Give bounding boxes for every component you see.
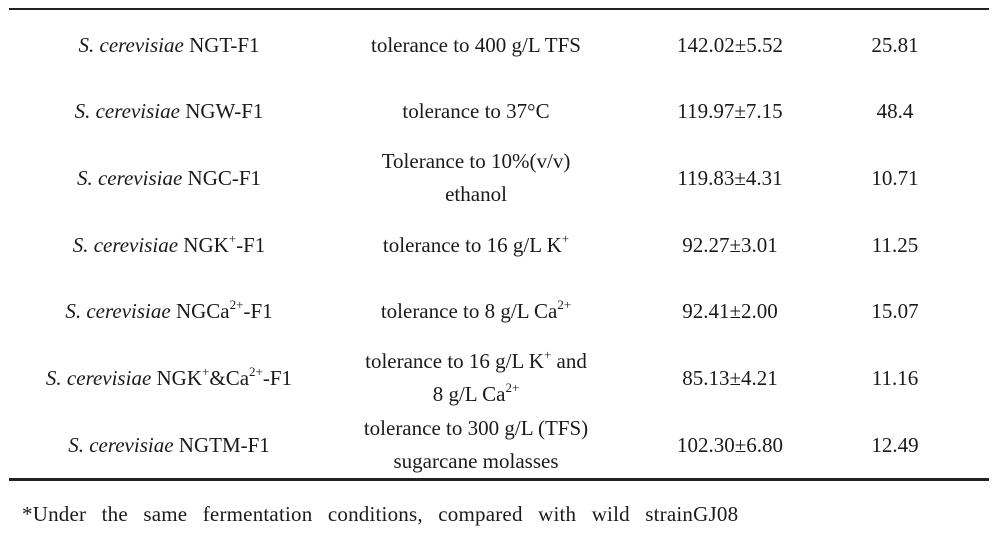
condition-text: tolerance to 8 g/L Ca	[380, 298, 558, 323]
table-row: S. cerevisiae NGW-F1 tolerance to 37°C 1…	[0, 78, 999, 144]
increase-cell: 10.71	[871, 165, 919, 190]
strain-superscript: 2+	[229, 296, 244, 312]
strain-cell: S. cerevisiae NGCa2+-F1	[10, 278, 328, 344]
condition-text: tolerance to 16 g/L K	[365, 349, 544, 373]
strain-middle: &Ca	[209, 365, 250, 390]
condition-cell: tolerance to 300 g/L (TFS) sugarcane mol…	[330, 412, 622, 478]
condition-cell: Tolerance to 10%(v/v) ethanol	[330, 144, 622, 212]
increase-cell: 12.49	[871, 432, 919, 457]
condition-text: tolerance to 400 g/L TFS	[371, 32, 581, 57]
table-top-rule	[9, 8, 989, 10]
strain-cell: S. cerevisiae NGT-F1	[10, 12, 328, 78]
strain-cell: S. cerevisiae NGW-F1	[10, 78, 328, 144]
table-row: S. cerevisiae NGCa2+-F1 tolerance to 8 g…	[0, 278, 999, 344]
strain-cell: S. cerevisiae NGTM-F1	[10, 412, 328, 478]
condition-text-line2: ethanol	[445, 182, 507, 206]
species-name: S. cerevisiae	[45, 365, 152, 390]
yield-cell: 119.83±4.31	[677, 165, 783, 190]
increase-cell: 25.81	[871, 32, 919, 57]
condition-cell: tolerance to 400 g/L TFS	[330, 12, 622, 78]
condition-superscript: 2+	[557, 296, 572, 312]
strain-suffix: -F1	[236, 232, 266, 257]
table-row: S. cerevisiae NGC-F1 Tolerance to 10%(v/…	[0, 144, 999, 212]
table-footnote: *Under the same fermentation conditions,…	[22, 502, 739, 526]
strain-suffix: -F1	[243, 298, 273, 323]
strain-cell: S. cerevisiae NGK+&Ca2+-F1	[10, 344, 328, 412]
increase-cell: 11.25	[871, 232, 919, 257]
species-name: S. cerevisiae	[78, 32, 184, 57]
strain-code: NGCa	[175, 298, 230, 323]
strain-code: NGTM-F1	[178, 432, 270, 457]
condition-cell: tolerance to 16 g/L K+ and 8 g/L Ca2+	[330, 344, 622, 412]
strain-code: NGW-F1	[185, 98, 264, 123]
condition-text-line2: 8 g/L Ca	[432, 382, 506, 406]
strain-cell: S. cerevisiae NGC-F1	[10, 144, 328, 212]
condition-text: tolerance to 37°C	[402, 98, 550, 123]
table-row: S. cerevisiae NGK+&Ca2+-F1 tolerance to …	[0, 344, 999, 412]
condition-cell: tolerance to 8 g/L Ca2+	[330, 278, 622, 344]
table-row: S. cerevisiae NGT-F1 tolerance to 400 g/…	[0, 12, 999, 78]
increase-cell: 11.16	[871, 365, 919, 390]
yield-cell: 92.27±3.01	[682, 232, 778, 257]
table-row: S. cerevisiae NGTM-F1 tolerance to 300 g…	[0, 412, 999, 478]
strain-suffix: -F1	[262, 365, 293, 390]
strain-code: NGC-F1	[187, 165, 262, 190]
condition-text: tolerance to 16 g/L K	[382, 232, 562, 257]
condition-superscript: +	[561, 230, 570, 246]
increase-cell: 48.4	[876, 98, 914, 123]
condition-text-line2: sugarcane molasses	[393, 449, 559, 473]
strain-superscript: +	[228, 230, 237, 246]
strain-code: NGK	[183, 232, 229, 257]
condition-superscript: +	[543, 347, 552, 362]
yield-cell: 102.30±6.80	[676, 432, 784, 457]
condition-superscript-line2: 2+	[505, 380, 520, 395]
strain-superscript-2: 2+	[249, 363, 263, 379]
table-row: S. cerevisiae NGK+-F1 tolerance to 16 g/…	[0, 212, 999, 278]
strain-cell: S. cerevisiae NGK+-F1	[10, 212, 328, 278]
condition-text: tolerance to 300 g/L (TFS)	[363, 416, 589, 440]
yield-cell: 85.13±4.21	[682, 365, 778, 390]
yield-cell: 92.41±2.00	[682, 298, 778, 323]
increase-cell: 15.07	[871, 298, 919, 323]
condition-cell: tolerance to 16 g/L K+	[330, 212, 622, 278]
table-bottom-rule	[9, 478, 989, 481]
species-name: S. cerevisiae	[72, 232, 179, 257]
strain-code: NGT-F1	[189, 32, 260, 57]
species-name: S. cerevisiae	[65, 298, 171, 323]
yield-cell: 119.97±7.15	[677, 98, 783, 123]
species-name: S. cerevisiae	[76, 165, 183, 190]
species-name: S. cerevisiae	[74, 98, 180, 123]
condition-text: Tolerance to 10%(v/v)	[381, 149, 571, 173]
condition-cell: tolerance to 37°C	[330, 78, 622, 144]
yield-cell: 142.02±5.52	[676, 32, 784, 57]
strain-code: NGK	[156, 365, 203, 390]
condition-text-tail: and	[551, 349, 587, 373]
strain-superscript: +	[202, 363, 210, 379]
species-name: S. cerevisiae	[68, 432, 174, 457]
